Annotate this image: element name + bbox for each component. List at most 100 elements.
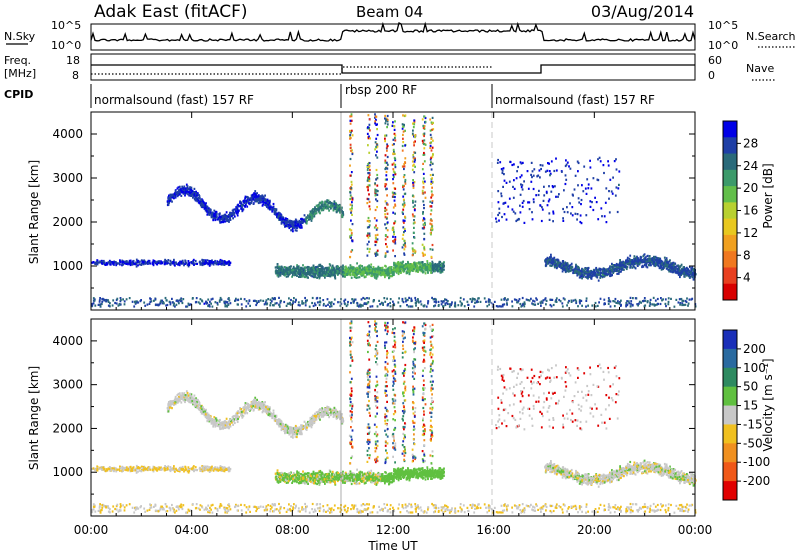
power-cell bbox=[423, 160, 426, 163]
power-cell bbox=[290, 220, 293, 223]
power-cell bbox=[222, 217, 224, 220]
power-cell bbox=[413, 123, 416, 126]
power-cell bbox=[164, 258, 166, 261]
power-cell bbox=[402, 185, 404, 189]
power-cell bbox=[217, 261, 220, 264]
power-cell bbox=[265, 199, 267, 202]
power-cell bbox=[258, 199, 261, 202]
power-cell bbox=[566, 262, 569, 265]
power-cell bbox=[687, 272, 689, 275]
power-cell bbox=[432, 153, 434, 156]
power-cell bbox=[368, 273, 370, 276]
power-cell bbox=[688, 271, 691, 274]
power-cell bbox=[592, 271, 594, 274]
power-cell bbox=[295, 224, 298, 228]
power-cell bbox=[424, 263, 426, 266]
power-cell bbox=[274, 213, 277, 216]
power-cell bbox=[384, 161, 387, 164]
power-cell bbox=[607, 270, 609, 273]
power-cell bbox=[431, 162, 434, 165]
power-cell bbox=[685, 274, 688, 277]
date-title: 03/Aug/2014 bbox=[591, 2, 694, 21]
power-cell bbox=[384, 134, 386, 137]
power-cell bbox=[431, 263, 434, 266]
power-cell bbox=[287, 221, 289, 224]
power-cell bbox=[103, 261, 105, 265]
power-cell bbox=[671, 262, 673, 265]
power-cell bbox=[633, 266, 636, 269]
power-cell bbox=[374, 252, 377, 255]
power-cell bbox=[394, 238, 397, 241]
power-cell bbox=[560, 264, 563, 267]
power-cell bbox=[392, 168, 395, 171]
power-cell bbox=[305, 272, 308, 275]
power-cell bbox=[404, 144, 406, 147]
power-cell bbox=[207, 207, 210, 210]
power-cell bbox=[193, 194, 196, 197]
power-cell bbox=[423, 125, 426, 128]
power-cell bbox=[212, 212, 215, 216]
power-cell bbox=[335, 211, 338, 214]
power-cell bbox=[294, 221, 297, 224]
power-cell bbox=[320, 265, 323, 268]
power-cell bbox=[395, 265, 398, 268]
power-cell bbox=[255, 192, 257, 195]
power-cell bbox=[226, 261, 229, 264]
power-cell bbox=[412, 186, 415, 189]
power-cell bbox=[376, 184, 379, 187]
power-cell bbox=[580, 198, 583, 202]
power-cell bbox=[378, 267, 380, 270]
power-cell bbox=[386, 245, 388, 248]
power-cell bbox=[610, 274, 613, 277]
power-cell bbox=[186, 263, 189, 267]
power-cell bbox=[187, 262, 190, 265]
power-cell bbox=[386, 203, 389, 206]
power-cell bbox=[433, 270, 436, 273]
power-cell bbox=[250, 200, 253, 203]
power-cell bbox=[214, 210, 217, 213]
power-cell bbox=[539, 164, 542, 167]
power-cell bbox=[414, 204, 416, 207]
power-cell bbox=[184, 187, 187, 190]
power-cell bbox=[611, 270, 614, 273]
power-cell bbox=[131, 263, 134, 266]
power-cell bbox=[413, 249, 416, 252]
power-cell bbox=[394, 203, 396, 206]
power-cell bbox=[349, 235, 352, 238]
power-cell bbox=[263, 201, 266, 204]
power-cell bbox=[246, 205, 249, 208]
power-cell bbox=[636, 263, 639, 266]
power-cell bbox=[350, 196, 353, 199]
power-cell bbox=[262, 203, 264, 206]
power-cell bbox=[292, 269, 295, 272]
power-cell bbox=[291, 275, 293, 278]
power-cell bbox=[619, 260, 622, 263]
power-cell bbox=[416, 267, 419, 271]
power-cell bbox=[547, 257, 550, 260]
power-cell bbox=[315, 208, 318, 211]
power-cell bbox=[596, 270, 598, 273]
power-cell bbox=[403, 185, 405, 188]
power-cell bbox=[307, 214, 309, 217]
power-cell bbox=[191, 260, 194, 264]
power-cell bbox=[440, 262, 443, 265]
power-cell bbox=[305, 218, 308, 221]
power-cell bbox=[400, 267, 403, 270]
power-cell bbox=[583, 273, 586, 277]
power-cell bbox=[360, 268, 363, 271]
power-cell bbox=[315, 204, 318, 207]
power-cell bbox=[402, 165, 405, 168]
power-cell bbox=[215, 212, 218, 215]
power-cell bbox=[658, 266, 661, 270]
power-cell bbox=[358, 265, 361, 268]
power-cell bbox=[314, 272, 317, 275]
power-cell bbox=[203, 201, 205, 204]
power-cell bbox=[210, 260, 213, 263]
nsky-trace bbox=[90, 21, 696, 42]
power-cell bbox=[179, 191, 181, 194]
power-cell bbox=[344, 265, 347, 268]
power-cell bbox=[371, 274, 373, 278]
power-cell bbox=[279, 213, 282, 216]
power-cell bbox=[421, 261, 424, 264]
power-cell bbox=[253, 195, 256, 198]
